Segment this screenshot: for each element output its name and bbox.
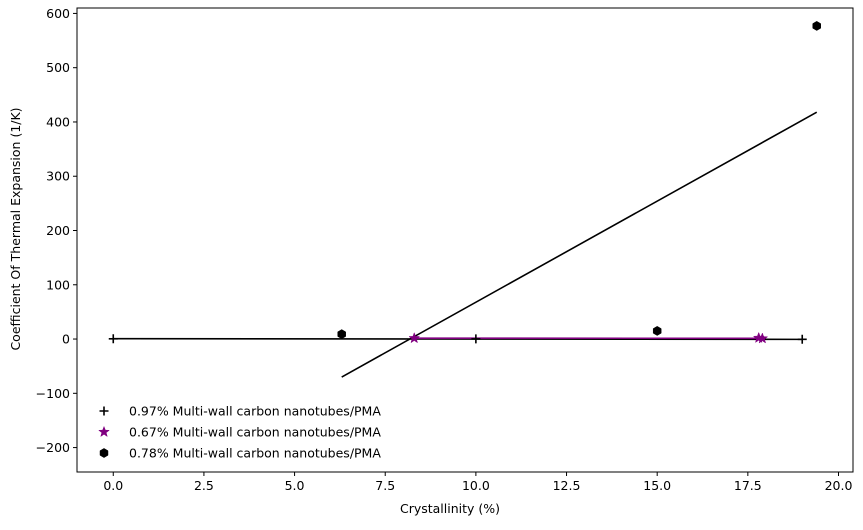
data-point-series-2-1 bbox=[653, 326, 661, 335]
x-tick-label: 20.0 bbox=[825, 478, 853, 493]
y-tick-label: 500 bbox=[46, 60, 70, 75]
y-tick-label: 600 bbox=[46, 6, 70, 21]
legend: 0.97% Multi-wall carbon nanotubes/PMA 0.6… bbox=[99, 404, 382, 461]
legend-marker-series-2 bbox=[100, 448, 108, 457]
plot-area bbox=[109, 21, 821, 377]
y-tick-label: 0 bbox=[62, 332, 70, 347]
x-tick-label: 10.0 bbox=[462, 478, 490, 493]
x-tick-label: 0.0 bbox=[103, 478, 123, 493]
data-point-series-0-0 bbox=[109, 334, 118, 343]
y-tick-label: 200 bbox=[46, 223, 70, 238]
y-tick-label: −200 bbox=[36, 440, 70, 455]
x-tick-label: 15.0 bbox=[643, 478, 671, 493]
y-tick-label: 100 bbox=[46, 277, 70, 292]
legend-label-series-1: 0.67% Multi-wall carbon nanotubes/PMA bbox=[129, 425, 381, 440]
y-axis-label: Coefficient Of Thermal Expansion (1/K) bbox=[8, 107, 23, 350]
legend-label-series-0: 0.97% Multi-wall carbon nanotubes/PMA bbox=[129, 404, 381, 419]
y-tick-label: 400 bbox=[46, 114, 70, 129]
data-point-series-0-1 bbox=[471, 334, 480, 343]
legend-marker-series-1 bbox=[99, 427, 109, 437]
x-tick-label: 7.5 bbox=[375, 478, 395, 493]
axes: 0.0 2.5 5.0 7.5 10.0 12.5 15.0 17.5 20.0 −200 −100… bbox=[36, 6, 853, 493]
x-tick-label: 2.5 bbox=[194, 478, 214, 493]
y-tick-label: −100 bbox=[36, 386, 70, 401]
data-point-series-0-2 bbox=[798, 335, 807, 344]
data-point-series-2-2 bbox=[813, 21, 821, 30]
data-point-series-2-0 bbox=[338, 330, 346, 339]
plot-frame bbox=[77, 8, 853, 472]
y-tick-label: 300 bbox=[46, 169, 70, 184]
x-tick-label: 12.5 bbox=[553, 478, 581, 493]
x-axis-label: Crystallinity (%) bbox=[400, 501, 500, 516]
x-tick-label: 5.0 bbox=[285, 478, 305, 493]
legend-label-series-2: 0.78% Multi-wall carbon nanotubes/PMA bbox=[129, 446, 381, 461]
x-tick-label: 17.5 bbox=[734, 478, 762, 493]
legend-marker-series-0 bbox=[100, 407, 109, 416]
